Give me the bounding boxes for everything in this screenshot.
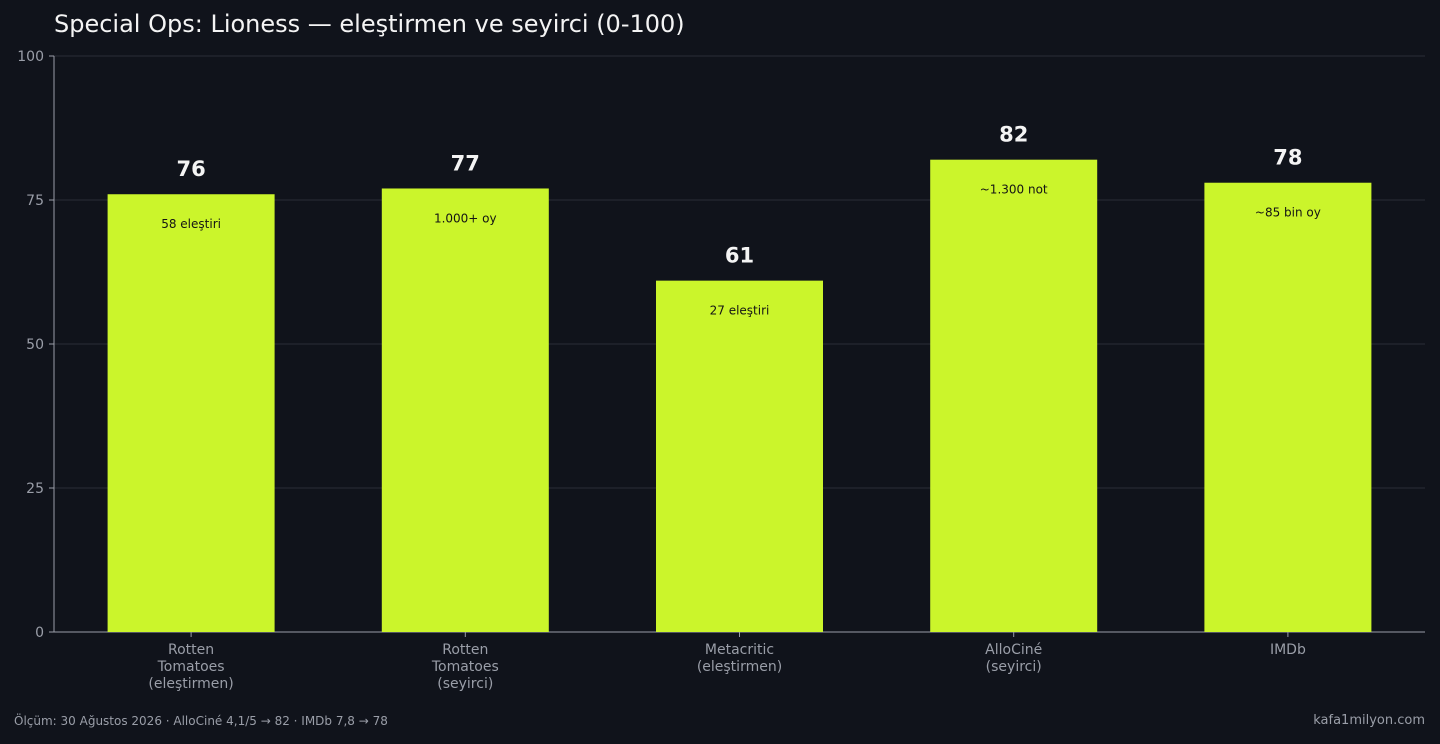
bar-note: ~1.300 not (980, 183, 1048, 197)
x-tick-label: Rotten Tomatoes (eleştirmen) (148, 642, 233, 692)
y-tick-label: 50 (26, 337, 44, 353)
y-tick-label: 0 (35, 625, 44, 641)
x-tick-label-line: (seyirci) (437, 676, 493, 692)
x-tick-label-line: IMDb (1270, 642, 1306, 658)
footer-brand: kafa1milyon.com (1313, 713, 1425, 728)
x-tick-label-line: AlloCiné (985, 642, 1042, 658)
bar-note: 27 eleştiri (710, 304, 770, 318)
bar (930, 159, 1098, 632)
bar (656, 280, 823, 632)
value-label: 76 (176, 157, 205, 181)
x-tick-label: Metacritic (eleştirmen) (697, 642, 782, 675)
value-label: 78 (1273, 146, 1302, 170)
value-label: 82 (999, 123, 1028, 147)
x-tick-label-line: Rotten (168, 642, 214, 658)
x-tick-label-line: (eleştirmen) (697, 659, 782, 675)
value-label: 77 (451, 151, 480, 175)
y-tick-label: 100 (17, 49, 44, 65)
footer-note: Ölçüm: 30 Ağustos 2026 · AlloCiné 4,1/5 … (14, 714, 388, 728)
x-tick-label: Rotten Tomatoes (seyirci) (431, 642, 499, 692)
value-label: 61 (725, 244, 754, 268)
x-tick-label-line: Tomatoes (157, 659, 225, 675)
x-tick-label: AlloCiné (seyirci) (985, 642, 1042, 675)
bar-note: 1.000+ oy (434, 211, 497, 225)
chart-title: Special Ops: Lioness — eleştirmen ve sey… (54, 10, 685, 38)
bar-note: 58 eleştiri (161, 217, 221, 231)
y-tick-label: 25 (26, 481, 44, 497)
bar (1204, 182, 1372, 632)
x-tick-label-line: (seyirci) (986, 659, 1042, 675)
x-tick-label-line: Tomatoes (431, 659, 499, 675)
x-tick-label-line: Metacritic (705, 642, 774, 658)
x-tick-label-line: Rotten (442, 642, 488, 658)
bar (381, 188, 549, 633)
bar (107, 194, 275, 633)
x-tick-label-line: (eleştirmen) (148, 676, 233, 692)
bar-note: ~85 bin oy (1255, 206, 1321, 220)
y-tick-label: 75 (26, 193, 44, 209)
x-tick-label: IMDb (1270, 642, 1306, 658)
